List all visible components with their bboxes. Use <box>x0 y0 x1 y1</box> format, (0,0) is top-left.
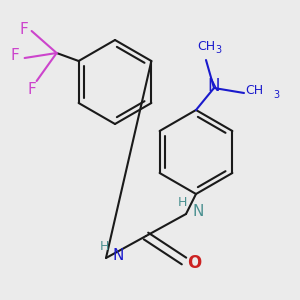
Text: O: O <box>187 254 201 272</box>
Text: F: F <box>10 49 19 64</box>
Text: CH: CH <box>197 40 215 52</box>
Text: N: N <box>112 248 124 263</box>
Text: 3: 3 <box>273 90 279 100</box>
Text: 3: 3 <box>215 45 221 55</box>
Text: N: N <box>192 205 204 220</box>
Text: H: H <box>177 196 187 208</box>
Text: CH: CH <box>245 85 263 98</box>
Text: N: N <box>208 77 220 95</box>
Text: F: F <box>27 82 36 97</box>
Text: H: H <box>99 239 109 253</box>
Text: F: F <box>19 22 28 37</box>
